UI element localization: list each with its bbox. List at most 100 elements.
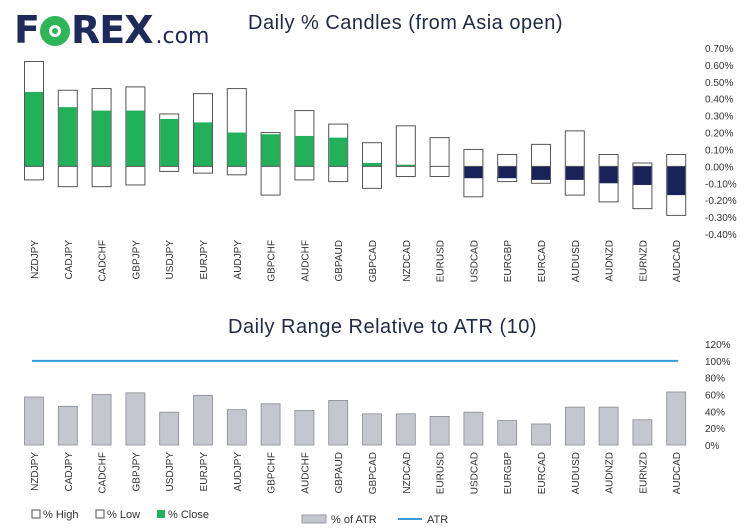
atr-x-tick-label: AUDCAD — [672, 452, 683, 494]
candle-x-tick-label: GBPJPY — [131, 240, 142, 280]
atr-bar — [564, 406, 585, 446]
candle-close-bar — [295, 135, 314, 167]
logo-letters-rex: REX — [70, 8, 154, 52]
atr-x-tick-label: AUDCHF — [300, 452, 311, 494]
atr-bar — [226, 409, 247, 446]
candle-close-bar — [92, 110, 111, 167]
atr-bar — [24, 396, 44, 446]
atr-y-tick-label: 0% — [705, 441, 720, 452]
atr-x-tick-label: EURNZD — [638, 452, 649, 494]
candle-x-tick-label: USDCAD — [469, 240, 480, 282]
candle-x-tick-label: GBPAUD — [334, 240, 345, 282]
atr-bar — [260, 403, 281, 446]
candle-y-tick-label: 0.70% — [705, 44, 733, 55]
candle-close-bar — [565, 166, 584, 180]
candle-range-box — [429, 137, 450, 178]
atr-x-tick-label: EURGBP — [503, 452, 514, 495]
candle-x-tick-label: AUDNZD — [605, 240, 616, 282]
atr-x-tick-label: GBPCHF — [267, 452, 278, 494]
atr-x-tick-label: AUDJPY — [233, 452, 244, 492]
candle-close-bar — [363, 162, 381, 167]
candle-x-tick-label: EURNZD — [638, 240, 649, 282]
candle-close-bar — [532, 166, 550, 180]
candle-close-bar — [633, 166, 652, 185]
candle-close-bar — [25, 91, 43, 167]
candle-x-tick-label: USDJPY — [165, 240, 176, 280]
legend-atr-line-label: ATR — [427, 514, 448, 526]
atr-x-tick-label: EURCAD — [537, 452, 548, 494]
atr-bar — [57, 405, 78, 446]
candle-range-box — [395, 125, 416, 178]
atr-x-tick-label: NZDCAD — [402, 452, 413, 494]
candle-close-bar — [464, 166, 483, 179]
candle-close-bar — [194, 122, 212, 167]
candle-y-tick-label: 0.30% — [705, 112, 733, 123]
candle-close-bar — [126, 110, 145, 167]
atr-y-tick-label: 60% — [705, 391, 725, 402]
atr-y-tick-label: 40% — [705, 407, 725, 418]
atr-x-tick-label: NZDJPY — [30, 452, 41, 491]
atr-bar — [193, 394, 213, 446]
candle-close-bar — [599, 166, 618, 184]
candle-x-tick-label: NZDJPY — [30, 240, 41, 279]
atr-x-tick-label: EURJPY — [199, 452, 210, 492]
atr-bar — [395, 413, 416, 446]
atr-bar — [91, 394, 112, 446]
atr-x-tick-label: GBPJPY — [131, 452, 142, 492]
candle-x-tick-label: CADJPY — [64, 240, 75, 280]
atr-x-tick-label: GBPCAD — [368, 452, 379, 494]
candle-x-tick-label: AUDJPY — [233, 240, 244, 280]
legend-atr-pct-swatch — [301, 514, 327, 524]
candle-y-tick-label: 0.50% — [705, 78, 733, 89]
logo-domain: .com — [155, 24, 210, 49]
atr-bar — [632, 419, 653, 446]
candle-x-tick-label: NZDCAD — [402, 240, 413, 282]
legend-close-swatch — [157, 510, 165, 518]
candle-y-tick-label: -0.30% — [705, 213, 737, 224]
atr-y-tick-label: 80% — [705, 374, 725, 385]
logo-coin-icon — [39, 16, 70, 46]
candle-y-tick-label: 0.00% — [705, 162, 733, 173]
legend-high-swatch — [31, 509, 41, 519]
candle-range-box — [564, 130, 585, 196]
legend-close-label: % Close — [168, 509, 209, 521]
atr-x-tick-label: USDCAD — [469, 452, 480, 494]
candle-x-tick-label: AUDCAD — [672, 240, 683, 282]
atr-x-tick-label: EURUSD — [436, 452, 447, 494]
candle-close-bar — [261, 134, 280, 167]
atr-bar — [125, 392, 146, 446]
atr-bar — [294, 410, 315, 446]
candle-x-tick-label: EURJPY — [199, 240, 210, 280]
atr-bar — [463, 411, 484, 446]
atr-bar — [159, 411, 180, 446]
candle-x-tick-label: AUDUSD — [571, 240, 582, 282]
atr-y-tick-label: 100% — [705, 357, 731, 368]
candle-x-tick-label: EURUSD — [436, 240, 447, 282]
atr-x-tick-label: CADCHF — [98, 452, 109, 494]
candle-y-tick-label: -0.10% — [705, 179, 737, 190]
candle-y-tick-label: 0.10% — [705, 145, 733, 156]
atr-x-tick-label: AUDNZD — [605, 452, 616, 494]
candle-x-tick-label: GBPCAD — [368, 240, 379, 282]
atr-x-tick-label: USDJPY — [165, 452, 176, 492]
atr-bar — [666, 391, 687, 446]
candle-x-tick-label: EURGBP — [503, 240, 514, 283]
candle-close-bar — [396, 164, 415, 167]
candles-chart-title: Daily % Candles (from Asia open) — [248, 12, 564, 34]
atr-x-tick-label: CADJPY — [64, 452, 75, 492]
legend-low-label: % Low — [107, 509, 140, 521]
atr-bar — [429, 415, 450, 446]
atr-x-tick-label: AUDUSD — [571, 452, 582, 494]
candle-y-tick-label: 0.60% — [705, 61, 733, 72]
legend-low-swatch — [95, 509, 105, 519]
candle-x-tick-label: CADCHF — [98, 240, 109, 282]
atr-y-tick-label: 120% — [705, 340, 731, 351]
candle-close-bar — [498, 166, 517, 179]
atr-chart-title: Daily Range Relative to ATR (10) — [228, 316, 538, 338]
candle-close-bar — [227, 132, 246, 167]
candle-close-bar — [58, 107, 77, 167]
candle-close-bar — [329, 137, 348, 167]
candle-y-tick-label: -0.40% — [705, 230, 737, 241]
candle-y-tick-label: -0.20% — [705, 196, 737, 207]
